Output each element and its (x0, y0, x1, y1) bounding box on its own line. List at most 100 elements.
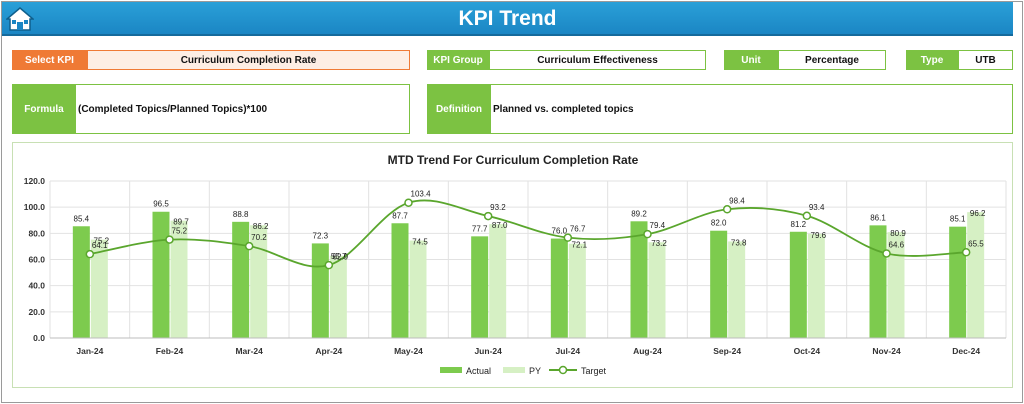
data-label-actual: 96.5 (153, 200, 169, 209)
bar-py (728, 241, 746, 338)
kpi-group-label: KPI Group (427, 50, 489, 70)
target-point (882, 249, 891, 258)
unit-value: Percentage (778, 50, 886, 70)
legend-swatch-actual (440, 367, 462, 373)
data-label-target: 98.4 (729, 196, 745, 205)
data-label-py: 62.9 (333, 253, 349, 262)
target-point (244, 241, 254, 251)
chart-title: MTD Trend For Curriculum Completion Rate (388, 153, 639, 167)
data-label-py: 80.9 (890, 229, 906, 238)
bar-actual (471, 236, 489, 338)
bar-actual (72, 226, 90, 338)
bar-py (489, 224, 507, 338)
data-label-actual: 85.1 (950, 215, 966, 224)
gridlines (49, 180, 1007, 339)
bar-actual (391, 223, 409, 338)
data-label-py: 73.8 (731, 238, 747, 247)
y-tick-label: 100.0 (24, 202, 46, 212)
formula-value: (Completed Topics/Planned Topics)*100 (76, 84, 410, 134)
x-tick-label: Jul-24 (556, 346, 581, 356)
data-label-target: 70.2 (251, 233, 267, 242)
data-label-target: 75.2 (172, 227, 188, 236)
data-label-py: 73.2 (651, 239, 667, 248)
chart-container: MTD Trend For Curriculum Completion Rate… (12, 142, 1013, 388)
data-label-actual: 72.3 (313, 231, 329, 240)
bar-py (409, 240, 427, 338)
x-tick-label: Sep-24 (713, 346, 741, 356)
kpi-group-value: Curriculum Effectiveness (489, 50, 706, 70)
bar-actual (550, 238, 568, 338)
legend-swatch-py (503, 367, 525, 373)
formula-field: Formula (Completed Topics/Planned Topics… (12, 84, 410, 134)
bar-actual (232, 221, 250, 338)
data-label-py: 87.0 (492, 221, 508, 230)
x-tick-label: Feb-24 (156, 346, 184, 356)
target-point (324, 260, 334, 270)
data-label-py: 72.1 (572, 241, 588, 250)
data-label-actual: 77.7 (472, 224, 488, 233)
data-label-py: 89.7 (173, 218, 189, 227)
x-tick-label: May-24 (394, 346, 423, 356)
data-label-actual: 85.4 (74, 214, 90, 223)
home-icon[interactable] (6, 6, 34, 32)
bar-series (72, 211, 985, 338)
header-bar: KPI Trend (2, 2, 1013, 36)
select-kpi-dropdown[interactable]: Curriculum Completion Rate (87, 50, 410, 70)
data-label-target: 76.7 (570, 225, 586, 234)
definition-label: Definition (427, 84, 491, 134)
type-value: UTB (958, 50, 1013, 70)
data-label-target: 65.5 (968, 239, 984, 248)
data-label-target: 64.1 (92, 241, 108, 250)
data-label-target: 103.4 (411, 190, 432, 199)
target-point (643, 229, 652, 239)
y-tick-label: 20.0 (28, 307, 45, 317)
data-label-target: 93.4 (809, 203, 825, 212)
legend-label-actual: Actual (466, 366, 491, 376)
x-tick-label: Dec-24 (952, 346, 980, 356)
page-title: KPI Trend (458, 7, 557, 30)
definition-field: Definition Planned vs. completed topics (427, 84, 1013, 134)
legend-marker-target (558, 365, 568, 375)
bar-py (250, 225, 268, 338)
y-tick-label: 120.0 (24, 176, 46, 186)
definition-value: Planned vs. completed topics (491, 84, 1013, 134)
data-label-actual: 88.8 (233, 210, 249, 219)
data-label-target: 79.4 (650, 221, 666, 230)
y-tick-label: 80.0 (28, 228, 45, 238)
bar-actual (869, 225, 887, 338)
x-tick-label: Jun-24 (474, 346, 502, 356)
type-label: Type (906, 50, 958, 70)
x-tick-label: Nov-24 (872, 346, 901, 356)
data-label-py: 79.6 (811, 231, 827, 240)
data-label-target: 55.7 (331, 252, 347, 261)
y-tick-label: 0.0 (33, 333, 45, 343)
bar-actual (710, 230, 728, 338)
target-line-series (85, 198, 971, 270)
data-label-actual: 81.2 (791, 220, 807, 229)
select-kpi-label: Select KPI (12, 50, 87, 70)
kpi-group-field: KPI Group Curriculum Effectiveness (427, 50, 706, 70)
bar-py (329, 255, 347, 338)
axes: 0.0 20.0 40.0 60.0 80.0 100.0 120.0 Jan-24 Feb-2… (24, 176, 1006, 356)
data-label-py: 96.2 (970, 209, 986, 218)
data-label-actual: 86.1 (870, 213, 886, 222)
data-label-py: 75.2 (94, 237, 110, 246)
data-labels: 85.4 75.2 96.5 89.7 88.8 86.2 72.3 62.9 87.7 74.5… (74, 190, 986, 262)
bar-actual (949, 226, 967, 338)
bar-py (967, 212, 985, 338)
y-tick-label: 60.0 (28, 255, 45, 265)
mtd-trend-chart: MTD Trend For Curriculum Completion Rate… (24, 153, 1007, 376)
target-point (483, 211, 493, 221)
bar-py (648, 242, 666, 338)
bar-py (568, 243, 586, 338)
target-point (722, 205, 732, 214)
bar-actual (152, 211, 170, 338)
data-label-actual: 76.0 (552, 227, 568, 236)
data-label-target: 93.2 (490, 203, 506, 212)
select-kpi-field[interactable]: Select KPI Curriculum Completion Rate (12, 50, 410, 70)
legend-label-py: PY (529, 366, 541, 376)
bar-py (807, 233, 825, 338)
formula-label: Formula (12, 84, 76, 134)
data-label-actual: 87.7 (392, 211, 408, 220)
